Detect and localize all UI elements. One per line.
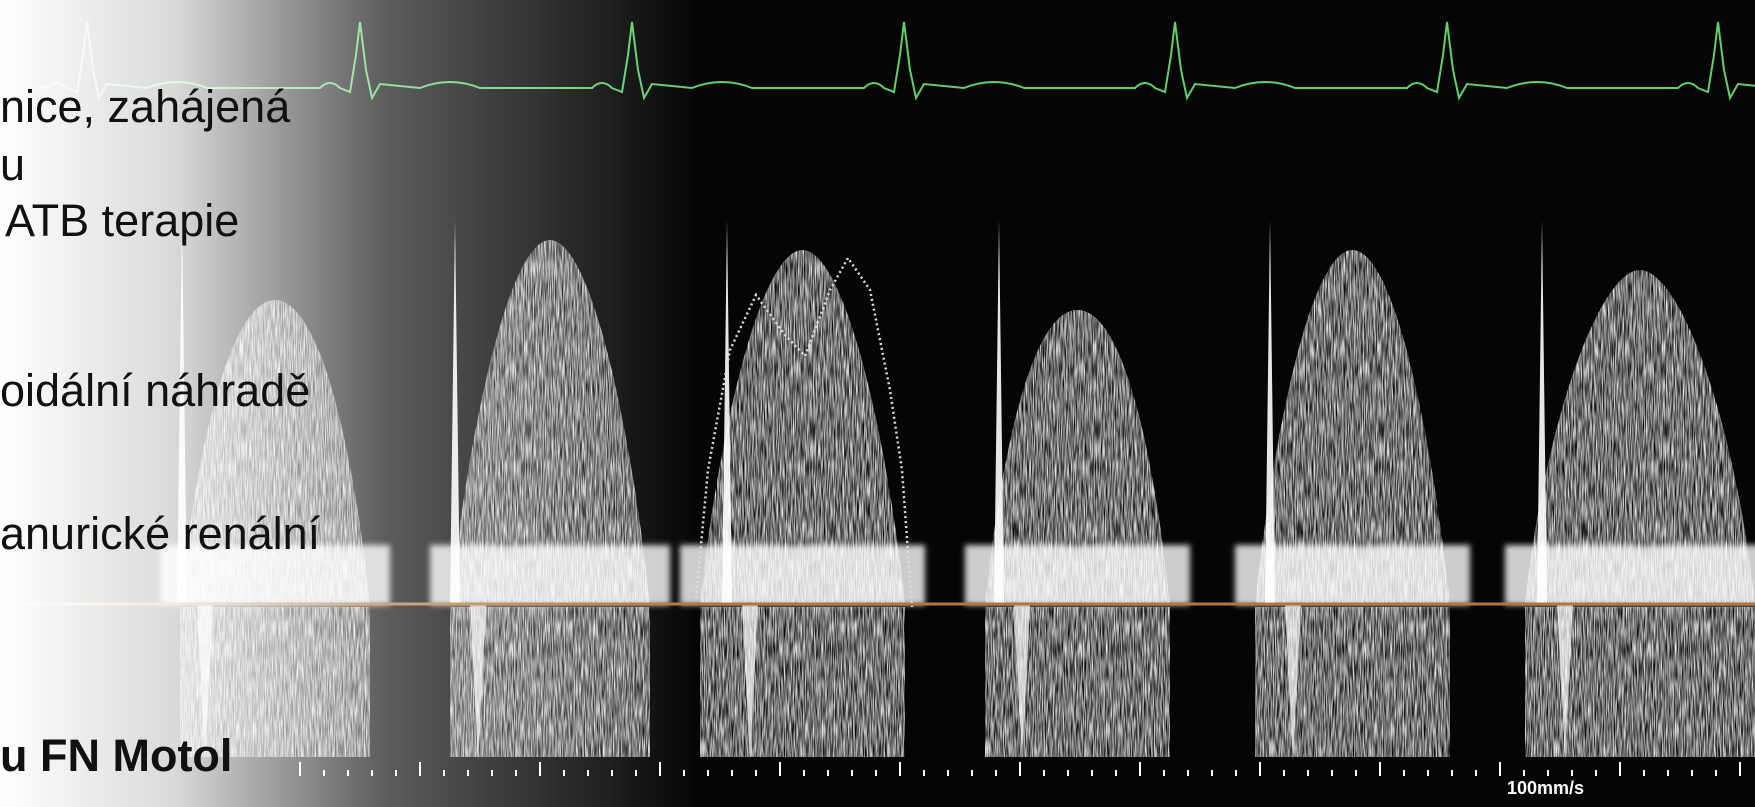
- text-line: ATB terapie: [5, 195, 239, 246]
- speed-label: 100mm/s: [1507, 778, 1584, 798]
- reverse-flow: [700, 607, 905, 757]
- text-line: oidální náhradě: [0, 365, 310, 416]
- page: nice, zahájená u ATB terapie oidální náh…: [0, 0, 1755, 807]
- slide: nice, zahájená u ATB terapie oidální náh…: [0, 0, 1755, 807]
- footer-text: u FN Motol: [0, 730, 232, 781]
- text-line: anurické renální: [0, 508, 321, 559]
- flow-band: [680, 545, 925, 605]
- text-line: u: [0, 139, 25, 190]
- text-line: nice, zahájená: [0, 81, 291, 132]
- reverse-flow: [1255, 607, 1450, 757]
- reverse-flow: [985, 607, 1170, 757]
